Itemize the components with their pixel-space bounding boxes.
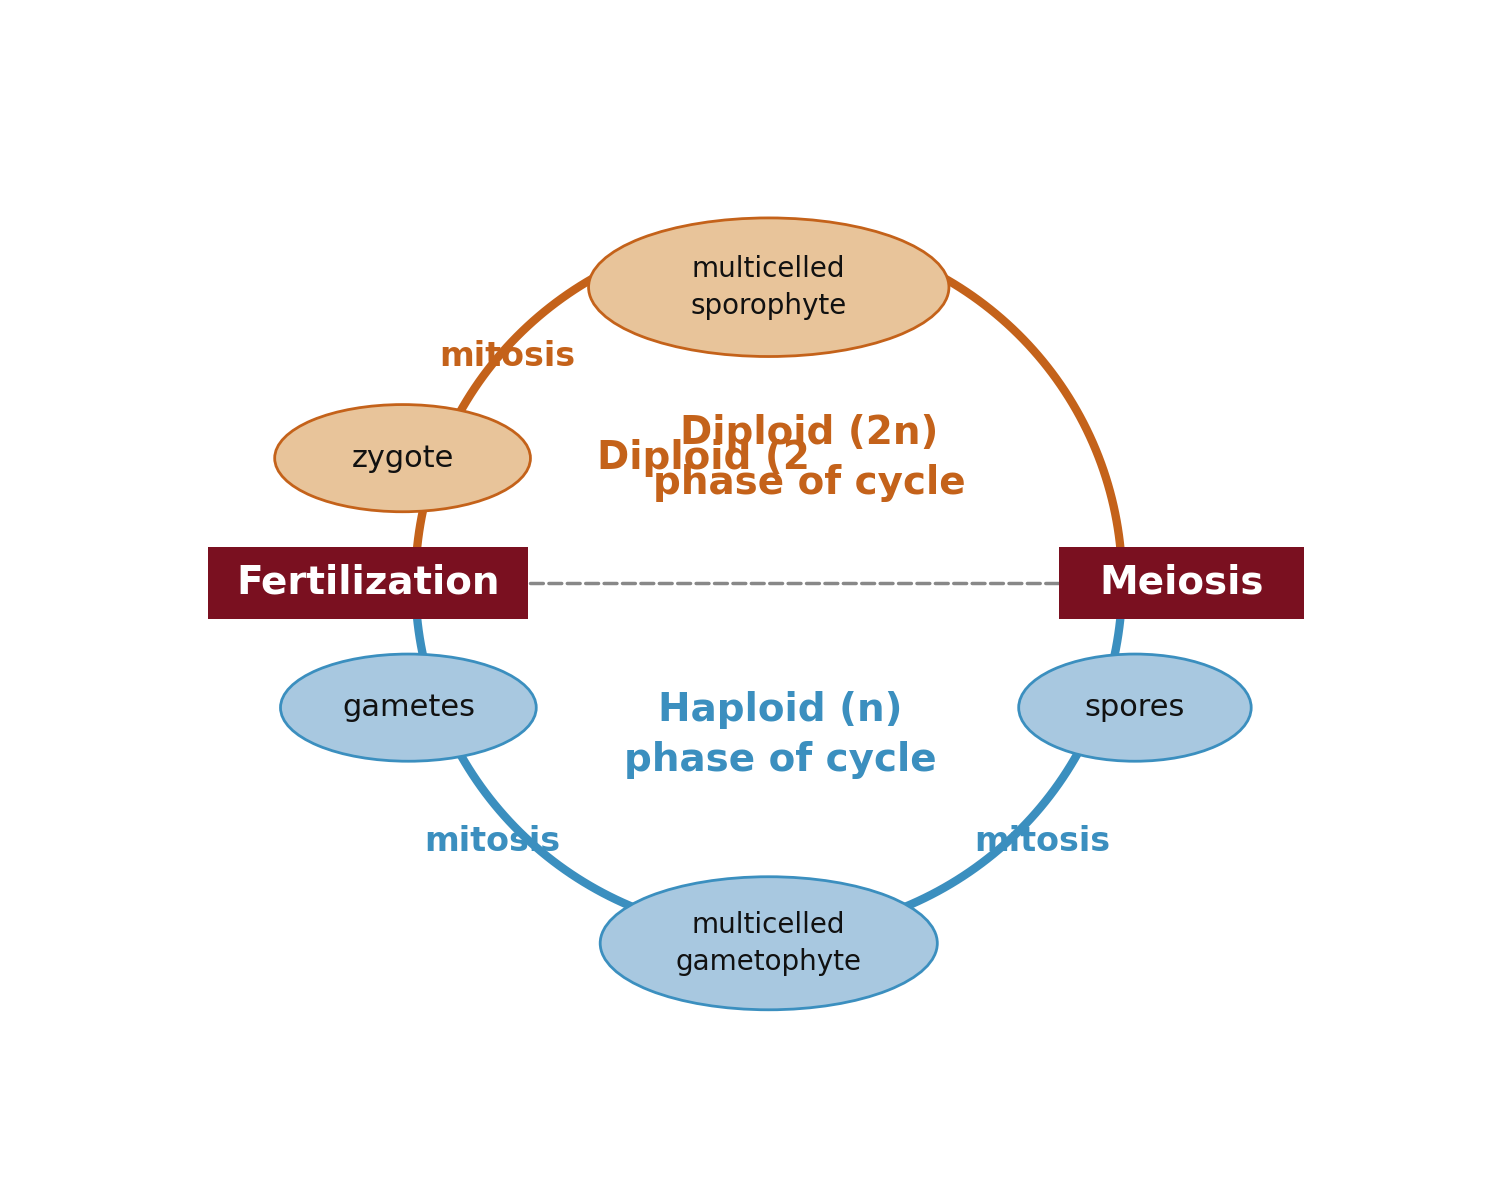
Ellipse shape (280, 654, 537, 761)
Text: zygote: zygote (351, 444, 453, 473)
Text: gametes: gametes (342, 694, 476, 722)
Text: mitosis: mitosis (440, 340, 576, 373)
Text: Diploid (2n)
phase of cycle: Diploid (2n) phase of cycle (652, 414, 966, 502)
Ellipse shape (600, 877, 938, 1009)
Text: mitosis: mitosis (424, 826, 560, 858)
Text: Fertilization: Fertilization (236, 564, 500, 602)
Text: Diploid (2: Diploid (2 (597, 439, 810, 478)
FancyBboxPatch shape (1059, 547, 1304, 619)
Ellipse shape (588, 218, 950, 356)
FancyBboxPatch shape (209, 547, 528, 619)
Text: multicelled
gametophyte: multicelled gametophyte (675, 911, 861, 976)
Ellipse shape (274, 404, 531, 511)
Text: mitosis: mitosis (974, 826, 1110, 858)
Text: spores: spores (1084, 694, 1185, 722)
Text: multicelled
sporophyte: multicelled sporophyte (690, 254, 847, 319)
Text: Haploid (n)
phase of cycle: Haploid (n) phase of cycle (624, 691, 936, 779)
Text: Meiosis: Meiosis (1100, 564, 1263, 602)
Ellipse shape (1019, 654, 1251, 761)
